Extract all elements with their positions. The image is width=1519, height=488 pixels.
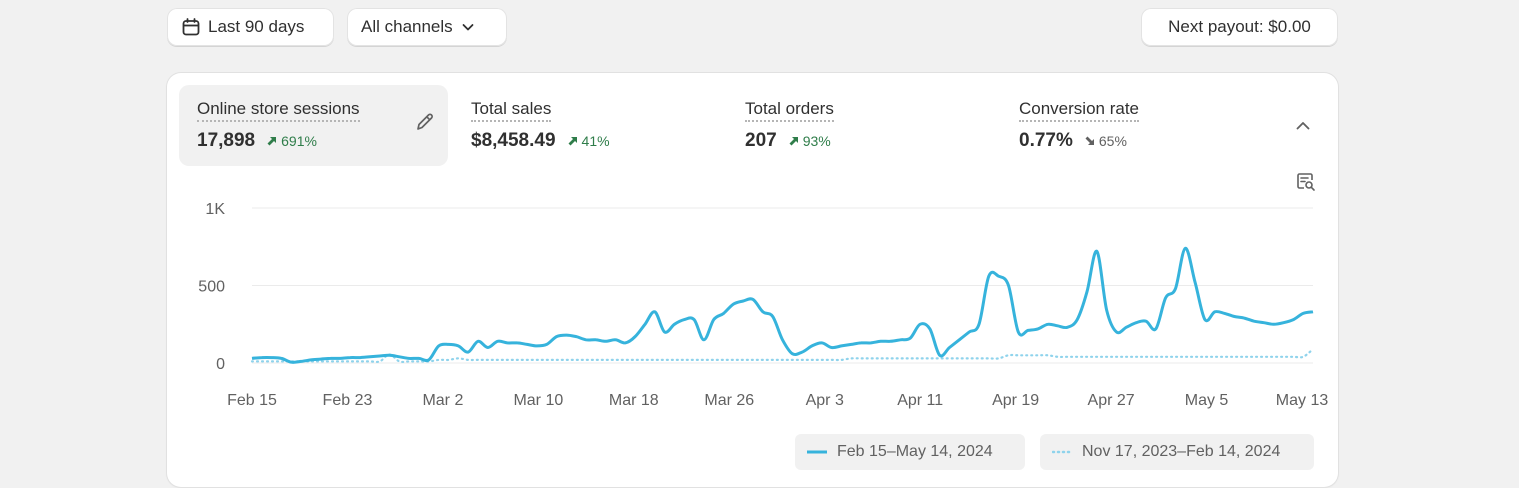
- arrow-up-right-icon: [267, 137, 277, 146]
- metric-tab-sales[interactable]: Total sales $8,458.49 41%: [453, 85, 713, 166]
- x-tick-label: Feb 15: [227, 392, 277, 409]
- metric-tab-orders[interactable]: Total orders 207 93%: [727, 85, 987, 166]
- metric-change: 93%: [789, 133, 831, 149]
- metric-change-value: 93%: [802, 133, 831, 149]
- legend-label: Feb 15–May 14, 2024: [837, 443, 993, 460]
- calendar-icon: [181, 17, 201, 37]
- x-tick-label: Mar 10: [513, 392, 563, 409]
- x-tick-label: Apr 11: [897, 392, 943, 409]
- chevron-down-icon: [461, 20, 475, 34]
- metric-value: 17,898: [197, 130, 256, 151]
- metric-label: Online store sessions: [197, 99, 360, 122]
- channels-dropdown[interactable]: All channels: [347, 8, 507, 46]
- legend-dotted-swatch: [1052, 450, 1072, 454]
- metric-label: Total sales: [471, 99, 552, 122]
- comparison-series-line[interactable]: [250, 348, 1315, 364]
- arrow-up-right-icon: [789, 137, 798, 146]
- chevron-up-icon[interactable]: [1294, 117, 1312, 140]
- x-tick-label: Mar 2: [422, 392, 463, 409]
- legend-item-previous[interactable]: Nov 17, 2023–Feb 14, 2024: [1040, 434, 1314, 470]
- x-tick-label: Mar 18: [609, 392, 659, 409]
- metric-tab-conversion[interactable]: Conversion rate 0.77% 65%: [1001, 85, 1261, 166]
- sessions-chart[interactable]: 0 500 1K Feb 15 Feb 23 Mar 2 Mar 10 Mar 18 Mar …: [167, 73, 1338, 433]
- next-payout-button[interactable]: Next payout: $0.00: [1141, 8, 1338, 46]
- metric-value: 0.77%: [1019, 130, 1073, 151]
- analytics-card: Online store sessions 17,898 691% Total …: [167, 73, 1338, 487]
- y-tick-label: 500: [198, 279, 225, 296]
- date-range-button[interactable]: Last 90 days: [167, 8, 334, 46]
- metric-tab-sessions[interactable]: Online store sessions 17,898 691%: [179, 85, 448, 166]
- legend-label: Nov 17, 2023–Feb 14, 2024: [1082, 443, 1281, 460]
- metric-change: 41%: [568, 133, 610, 149]
- legend-item-current[interactable]: Feb 15–May 14, 2024: [795, 434, 1025, 470]
- report-toolbar: Last 90 days All channels Next payout: $…: [167, 8, 1338, 46]
- date-range-label: Last 90 days: [208, 17, 305, 36]
- metric-label: Total orders: [745, 99, 834, 122]
- metric-label: Conversion rate: [1019, 99, 1140, 122]
- x-tick-label: Apr 3: [806, 392, 844, 409]
- x-tick-label: Feb 23: [323, 392, 373, 409]
- metric-change-value: 691%: [281, 133, 317, 149]
- channels-label: All channels: [361, 17, 453, 36]
- metric-change: 691%: [267, 133, 317, 149]
- search-chart-icon[interactable]: [1295, 171, 1317, 198]
- metric-value: 207: [745, 130, 777, 151]
- arrow-down-right-icon: [1085, 136, 1094, 145]
- metric-change-value: 41%: [581, 133, 610, 149]
- legend-solid-swatch: [807, 450, 827, 454]
- primary-series-line[interactable]: [251, 246, 1314, 364]
- y-tick-label: 1K: [205, 201, 225, 218]
- next-payout-label: Next payout: $0.00: [1168, 17, 1311, 36]
- metric-change: 65%: [1085, 133, 1127, 149]
- x-tick-label: Apr 19: [992, 392, 1039, 409]
- x-tick-label: Mar 26: [704, 392, 754, 409]
- x-tick-label: Apr 27: [1088, 392, 1135, 409]
- metric-change-value: 65%: [1098, 133, 1127, 149]
- pencil-icon[interactable]: [414, 111, 436, 138]
- x-tick-label: May 13: [1276, 392, 1329, 409]
- metric-value: $8,458.49: [471, 130, 556, 151]
- y-tick-label: 0: [216, 356, 225, 373]
- x-tick-label: May 5: [1185, 392, 1229, 409]
- arrow-up-right-icon: [568, 137, 577, 146]
